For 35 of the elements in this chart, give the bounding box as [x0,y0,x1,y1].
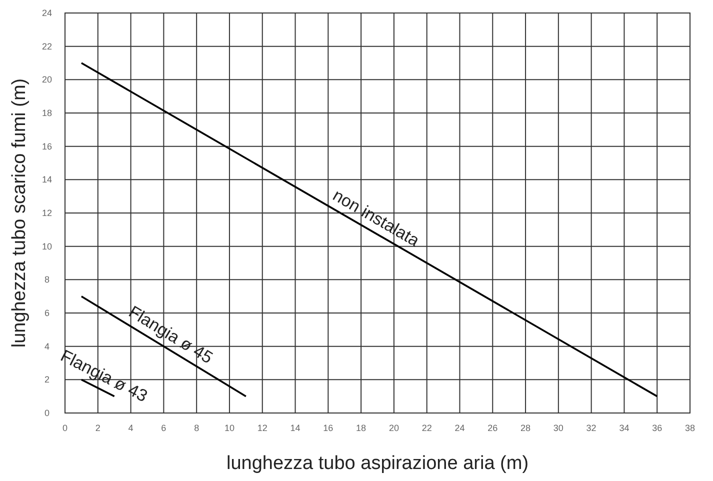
x-tick-label: 18 [356,423,366,433]
x-tick-label: 34 [619,423,630,433]
x-tick-label: 26 [488,423,498,433]
x-tick-label: 36 [652,423,662,433]
y-axis-title: lunghezza tubo scarico fumi (m) [9,78,30,348]
x-tick-label: 6 [161,423,166,433]
y-tick-label: 2 [44,374,50,385]
y-tick-label: 16 [42,141,52,152]
x-tick-label: 8 [194,423,200,433]
y-tick-label: 24 [42,8,52,18]
x-tick-label: 20 [388,423,399,433]
x-tick-label: 4 [128,423,134,433]
x-tick-label: 32 [586,423,596,433]
x-tick-label: 0 [62,423,68,433]
y-tick-label: 6 [44,308,50,318]
y-tick-label: 22 [42,41,52,52]
x-tick-label: 38 [684,423,696,433]
y-tick-label: 12 [42,208,52,218]
x-tick-label: 2 [95,423,100,433]
x-tick-label: 16 [323,423,334,433]
y-tick-label: 14 [42,174,52,185]
y-tick-label: 20 [42,74,52,85]
x-tick-label: 12 [257,423,268,433]
x-tick-label: 24 [454,423,465,433]
y-tick-label: 0 [44,408,50,418]
x-tick-label: 10 [224,423,234,433]
y-tick-label: 8 [44,274,50,285]
x-axis-title: lunghezza tubo aspirazione aria (m) [226,453,529,474]
x-tick-label: 30 [553,423,564,433]
y-tick-label: 10 [42,241,52,252]
y-tick-label: 4 [44,341,50,352]
x-tick-label: 22 [422,423,432,433]
y-tick-label: 18 [42,108,52,118]
x-tick-label: 14 [290,423,300,433]
x-tick-label: 28 [520,423,531,433]
